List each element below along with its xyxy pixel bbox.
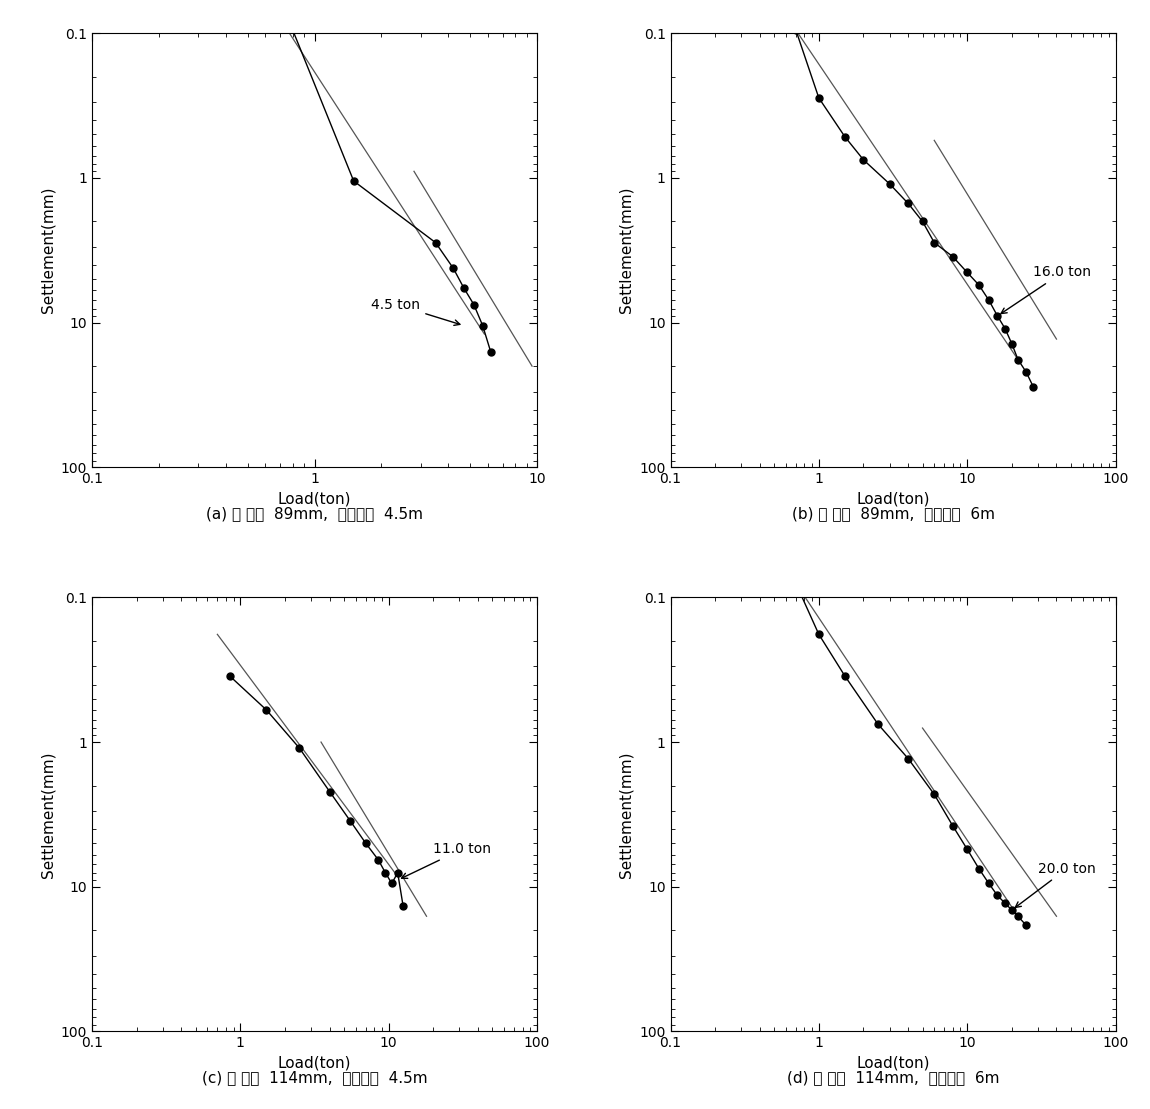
Text: 11.0 ton: 11.0 ton	[401, 842, 491, 878]
Y-axis label: Settlement(mm): Settlement(mm)	[619, 187, 634, 314]
Y-axis label: Settlement(mm): Settlement(mm)	[619, 751, 634, 877]
Text: (d) 축 직경  114mm,  관입깊이  6m: (d) 축 직경 114mm, 관입깊이 6m	[787, 1070, 999, 1086]
Text: (a) 축 직경  89mm,  관입깊이  4.5m: (a) 축 직경 89mm, 관입깊이 4.5m	[206, 506, 423, 521]
Y-axis label: Settlement(mm): Settlement(mm)	[40, 187, 55, 314]
Text: 4.5 ton: 4.5 ton	[371, 297, 460, 325]
X-axis label: Load(ton): Load(ton)	[278, 491, 351, 507]
Y-axis label: Settlement(mm): Settlement(mm)	[40, 751, 55, 877]
X-axis label: Load(ton): Load(ton)	[857, 1056, 929, 1071]
Text: (b) 축 직경  89mm,  관입깊이  6m: (b) 축 직경 89mm, 관입깊이 6m	[791, 506, 995, 521]
Text: 20.0 ton: 20.0 ton	[1015, 862, 1096, 907]
Text: 16.0 ton: 16.0 ton	[1000, 265, 1091, 314]
X-axis label: Load(ton): Load(ton)	[278, 1056, 351, 1071]
Text: (c) 축 직경  114mm,  관입깊이  4.5m: (c) 축 직경 114mm, 관입깊이 4.5m	[201, 1070, 428, 1086]
X-axis label: Load(ton): Load(ton)	[857, 491, 929, 507]
